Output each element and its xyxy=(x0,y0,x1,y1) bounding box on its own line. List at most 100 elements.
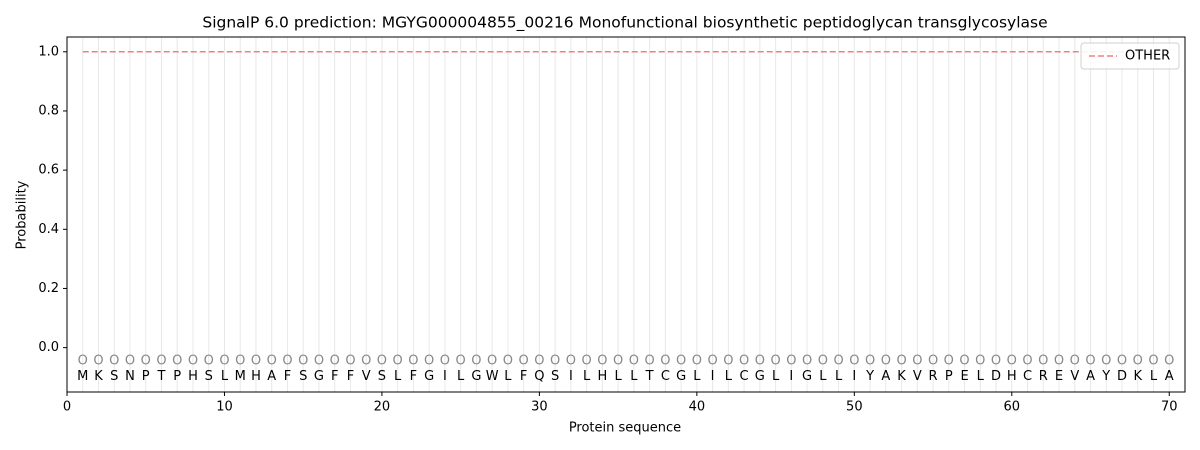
prediction-label: O xyxy=(393,353,403,368)
residue-label: L xyxy=(819,369,827,384)
prediction-label: O xyxy=(235,353,245,368)
residue-label: T xyxy=(645,369,654,384)
prediction-label: O xyxy=(456,353,466,368)
plot-frame xyxy=(66,36,1186,393)
prediction-label: O xyxy=(330,353,340,368)
residue-label: H xyxy=(251,369,261,384)
residue-label: M xyxy=(77,369,88,384)
prediction-label: O xyxy=(629,353,639,368)
residue-label: L xyxy=(221,369,229,384)
x-tick-label: 50 xyxy=(846,400,863,415)
residue-label: P xyxy=(142,369,150,384)
prediction-label: O xyxy=(519,353,529,368)
prediction-label: O xyxy=(802,353,812,368)
prediction-label: O xyxy=(188,353,198,368)
residue-label: N xyxy=(125,369,135,384)
residue-label: A xyxy=(1165,369,1174,384)
residue-label: I xyxy=(569,369,573,384)
residue-label: Y xyxy=(1101,369,1110,384)
residue-label: R xyxy=(1039,369,1048,384)
prediction-label: O xyxy=(865,353,875,368)
residue-label: H xyxy=(188,369,198,384)
residue-label: L xyxy=(457,369,465,384)
prediction-label: O xyxy=(1133,353,1143,368)
y-tick-label: 1.0 xyxy=(38,44,59,59)
prediction-label: O xyxy=(975,353,985,368)
prediction-label: O xyxy=(345,353,355,368)
prediction-label: O xyxy=(550,353,560,368)
prediction-label: O xyxy=(755,353,765,368)
residue-label: G xyxy=(471,369,481,384)
prediction-label: O xyxy=(1070,353,1080,368)
x-tick-label: 10 xyxy=(216,400,233,415)
residue-label: V xyxy=(1070,369,1079,384)
prediction-label: O xyxy=(251,353,261,368)
x-tick-label: 20 xyxy=(374,400,391,415)
prediction-label: O xyxy=(582,353,592,368)
prediction-label: O xyxy=(770,353,780,368)
y-tick-label: 0.8 xyxy=(38,103,59,118)
residue-label: G xyxy=(676,369,686,384)
prediction-label: O xyxy=(1101,353,1111,368)
residue-label: L xyxy=(615,369,623,384)
prediction-label: O xyxy=(912,353,922,368)
prediction-label: O xyxy=(282,353,292,368)
prediction-label: O xyxy=(125,353,135,368)
residue-label: L xyxy=(772,369,780,384)
y-axis-label: Probability xyxy=(15,180,30,249)
prediction-label: O xyxy=(1164,353,1174,368)
prediction-label: O xyxy=(1085,353,1095,368)
y-tick-label: 0.0 xyxy=(38,340,59,355)
residue-label: L xyxy=(835,369,843,384)
chart-title: SignalP 6.0 prediction: MGYG000004855_00… xyxy=(202,14,1047,33)
residue-label: L xyxy=(394,369,402,384)
prediction-label: O xyxy=(1007,353,1017,368)
prediction-label: O xyxy=(723,353,733,368)
residue-label: A xyxy=(267,369,276,384)
residue-label: F xyxy=(520,369,527,384)
residue-label: H xyxy=(597,369,607,384)
residue-label: V xyxy=(362,369,371,384)
prediction-label: O xyxy=(833,353,843,368)
prediction-label: O xyxy=(424,353,434,368)
prediction-label: O xyxy=(818,353,828,368)
prediction-label: O xyxy=(361,353,371,368)
prediction-label: O xyxy=(93,353,103,368)
prediction-label: O xyxy=(503,353,513,368)
prediction-label: O xyxy=(78,353,88,368)
residue-label: I xyxy=(852,369,856,384)
y-tick-label: 0.2 xyxy=(38,281,59,296)
residue-label: M xyxy=(235,369,246,384)
prediction-label: O xyxy=(849,353,859,368)
prediction-label: O xyxy=(739,353,749,368)
residue-label: T xyxy=(157,369,166,384)
prediction-label: O xyxy=(172,353,182,368)
prediction-label: O xyxy=(692,353,702,368)
residue-label: R xyxy=(929,369,938,384)
prediction-label: O xyxy=(896,353,906,368)
prediction-label: O xyxy=(471,353,481,368)
residue-label: C xyxy=(740,369,749,384)
prediction-label: O xyxy=(881,353,891,368)
residue-label: F xyxy=(331,369,338,384)
prediction-label: O xyxy=(267,353,277,368)
prediction-label: O xyxy=(1117,353,1127,368)
residue-label: G xyxy=(802,369,812,384)
residue-label: P xyxy=(945,369,953,384)
residue-label: L xyxy=(725,369,733,384)
residue-label: K xyxy=(897,369,906,384)
prediction-label: O xyxy=(487,353,497,368)
prediction-label: O xyxy=(534,353,544,368)
prediction-label: O xyxy=(597,353,607,368)
prediction-label: O xyxy=(377,353,387,368)
residue-label: S xyxy=(551,369,559,384)
x-axis-label: Protein sequence xyxy=(569,421,681,436)
residue-label: S xyxy=(110,369,118,384)
prediction-label: O xyxy=(156,353,166,368)
residue-label: K xyxy=(94,369,103,384)
x-tick-label: 60 xyxy=(1004,400,1021,415)
prediction-label: O xyxy=(204,353,214,368)
prediction-label: O xyxy=(613,353,623,368)
legend-label: OTHER xyxy=(1125,49,1170,64)
